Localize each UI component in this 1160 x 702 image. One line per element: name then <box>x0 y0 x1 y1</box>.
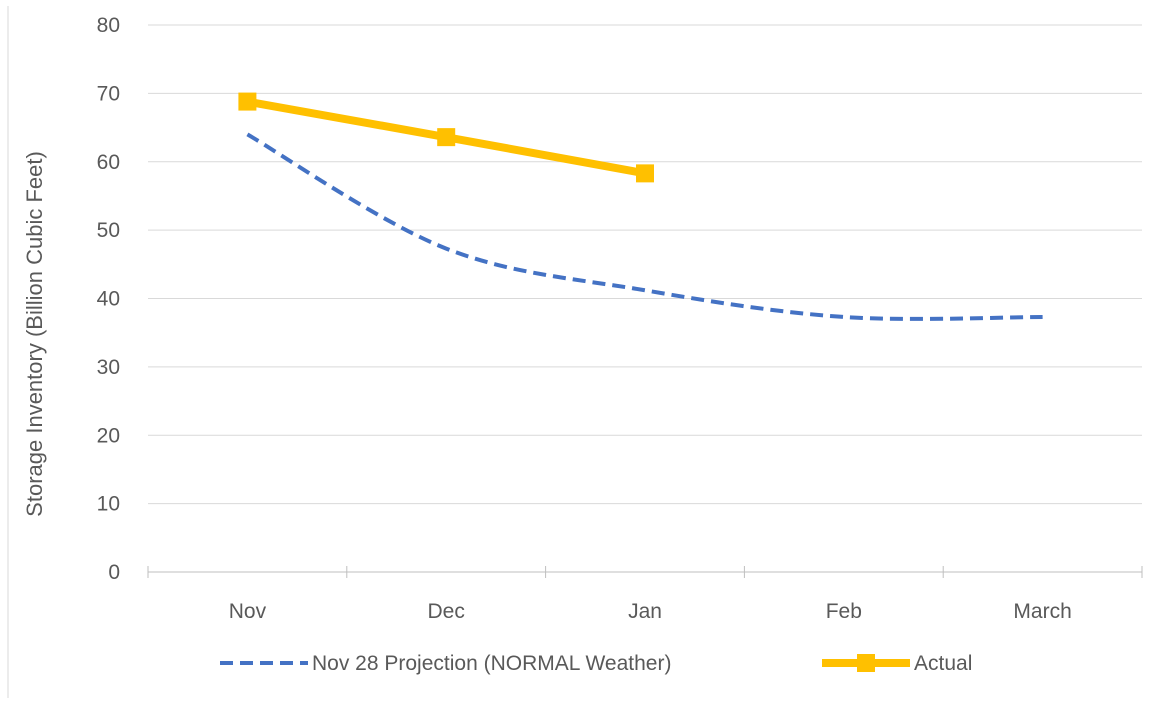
legend-label: Actual <box>914 652 972 675</box>
actual-point-marker <box>238 92 257 111</box>
actual-point-marker <box>636 164 654 183</box>
y-tick-label: 40 <box>97 288 120 311</box>
gridlines <box>148 24 1142 505</box>
projection-line <box>246 132 1043 321</box>
x-tick-label: Dec <box>428 600 465 623</box>
y-tick-label: 0 <box>108 561 120 584</box>
y-tick-label: 70 <box>97 82 120 105</box>
actual-point-marker <box>437 128 456 147</box>
legend-item-1: Actual <box>822 652 972 675</box>
x-tick-label: Jan <box>628 600 662 623</box>
y-tick-label: 20 <box>97 424 120 447</box>
x-tick-label: Feb <box>826 600 862 623</box>
y-tick-label: 80 <box>97 14 120 37</box>
series-group <box>238 92 1043 321</box>
series-1 <box>238 92 654 183</box>
y-tick-label: 10 <box>97 493 120 516</box>
legend: Nov 28 Projection (NORMAL Weather) Actual <box>220 652 972 675</box>
axes <box>147 566 1143 578</box>
legend-item-0: Nov 28 Projection (NORMAL Weather) <box>220 652 671 675</box>
x-tick-label: March <box>1013 600 1071 623</box>
series-0 <box>246 132 1043 321</box>
legend-swatch-marker <box>857 654 875 672</box>
y-tick-label: 30 <box>97 356 120 379</box>
y-tick-label: 60 <box>97 151 120 174</box>
legend-label: Nov 28 Projection (NORMAL Weather) <box>312 652 671 675</box>
y-axis-title: Storage Inventory (Billion Cubic Feet) <box>22 151 47 517</box>
tick-labels: 0 10 20 30 40 50 60 70 80 Nov Dec Jan Feb March <box>97 14 1072 623</box>
y-tick-label: 50 <box>97 219 120 242</box>
x-tick-label: Nov <box>229 600 267 623</box>
